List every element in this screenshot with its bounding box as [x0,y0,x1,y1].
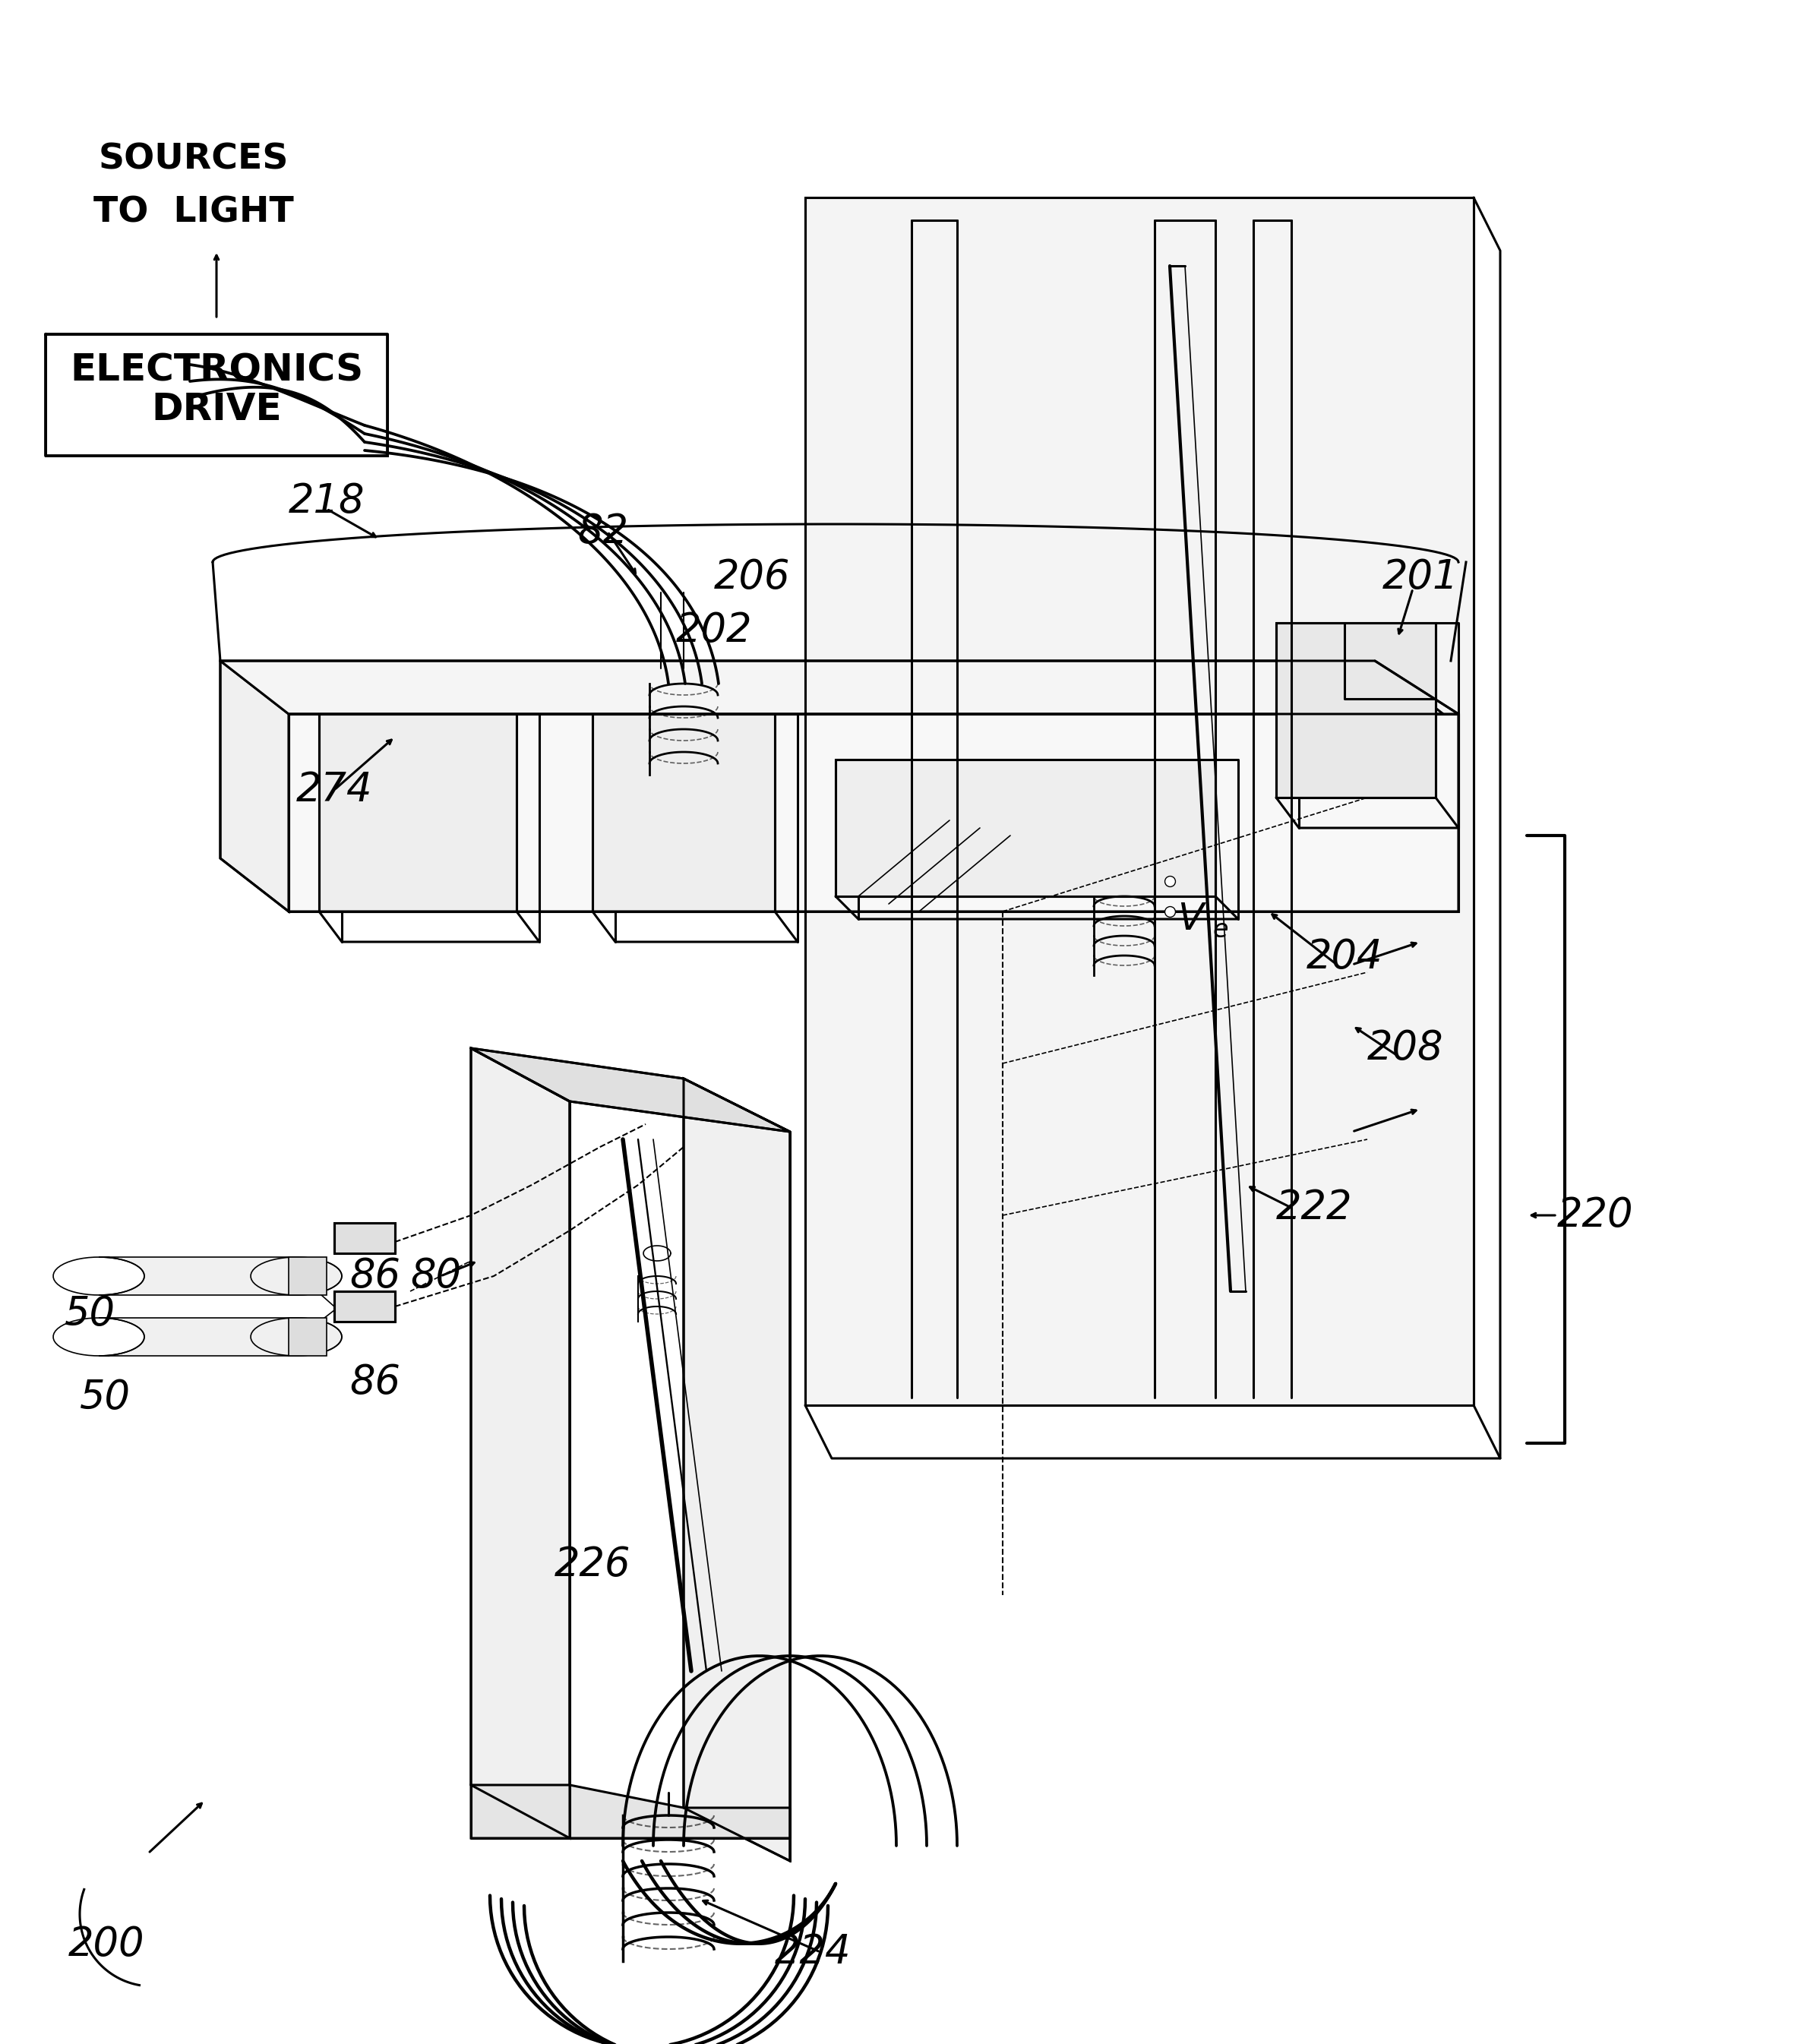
Text: V: V [1178,901,1203,938]
Polygon shape [289,1257,326,1296]
Text: 86: 86 [349,1363,400,1402]
Text: 226: 226 [555,1545,632,1584]
Text: 222: 222 [1276,1188,1352,1228]
Polygon shape [684,1079,790,1860]
Text: SOURCES: SOURCES [98,143,289,176]
Text: e: e [1212,918,1228,942]
Text: 206: 206 [713,558,790,597]
Text: 82: 82 [577,511,628,552]
Polygon shape [471,1784,790,1838]
Polygon shape [46,335,388,456]
Polygon shape [471,1049,570,1838]
Text: 274: 274 [297,771,373,809]
Text: 50: 50 [64,1294,115,1335]
Polygon shape [804,198,1474,1404]
Polygon shape [335,1292,395,1322]
Polygon shape [220,660,289,912]
Text: 204: 204 [1307,938,1383,977]
Text: ELECTRONICS: ELECTRONICS [69,352,364,388]
Polygon shape [289,713,1458,912]
Text: 50: 50 [80,1378,131,1416]
Text: 86: 86 [349,1257,400,1296]
Text: 208: 208 [1367,1028,1443,1067]
Polygon shape [98,1318,342,1355]
Polygon shape [593,713,775,912]
Text: TO  LIGHT: TO LIGHT [93,196,293,229]
Polygon shape [318,713,517,912]
Polygon shape [835,760,1216,895]
Text: 220: 220 [1558,1196,1634,1235]
Polygon shape [289,1318,326,1355]
Polygon shape [1276,623,1436,797]
Polygon shape [335,1222,395,1253]
Text: 200: 200 [69,1925,146,1964]
Text: 201: 201 [1383,558,1460,597]
Polygon shape [98,1257,342,1296]
Text: DRIVE: DRIVE [151,390,282,427]
Text: 218: 218 [289,482,366,521]
Text: 80: 80 [410,1257,460,1296]
Text: 224: 224 [775,1932,852,1972]
Text: 202: 202 [675,611,752,650]
Polygon shape [220,660,1443,713]
Polygon shape [471,1049,790,1132]
